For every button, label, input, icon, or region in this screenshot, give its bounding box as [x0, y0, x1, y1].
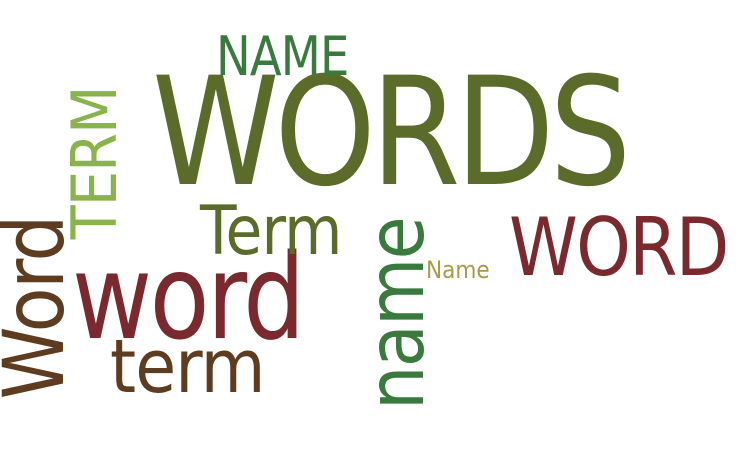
- word-cloud-term-WORD: WORD: [509, 201, 729, 294]
- word-cloud-term-Name: Name: [426, 256, 490, 284]
- word-cloud-term-Term: Term: [200, 192, 342, 271]
- word-cloud-term-NAME: NAME: [216, 25, 349, 88]
- word-cloud-term-word: word: [72, 228, 305, 366]
- word-cloud-term-name: name: [352, 218, 442, 410]
- word-cloud-term-term: term: [110, 324, 265, 410]
- word-cloud-term-WORDS: WORDS: [152, 46, 631, 220]
- word-cloud-term-Word: Word: [0, 216, 83, 400]
- word-cloud-term-TERM: TERM: [58, 86, 131, 240]
